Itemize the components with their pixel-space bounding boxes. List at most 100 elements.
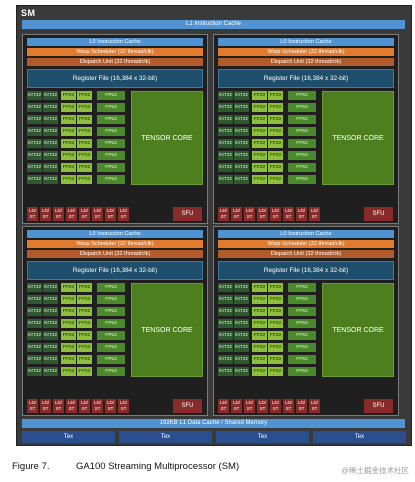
compute-row: INT32 INT32 FP32 FP32 FP64	[218, 283, 326, 292]
fp32-unit: FP32	[252, 283, 267, 292]
compute-grid: INT32 INT32 FP32 FP32 FP64 INT32 INT32 FP32 FP32…	[27, 283, 203, 395]
fp32-unit: FP32	[268, 319, 283, 328]
compute-row: INT32 INT32 FP32 FP32 FP64	[218, 367, 326, 376]
fp32-unit: FP32	[252, 319, 267, 328]
compute-row: INT32 INT32 FP32 FP32 FP64	[27, 103, 135, 112]
fp32-unit: FP32	[252, 139, 267, 148]
streaming-multiprocessor: SM L1 Instruction Cache L0 Instruction C…	[16, 5, 412, 446]
fp32-unit: FP32	[252, 307, 267, 316]
fp32-unit: FP32	[268, 175, 283, 184]
fp32-unit: FP32	[77, 307, 92, 316]
register-file: Register File (16,384 x 32-bit)	[218, 69, 394, 88]
int32-unit: INT32	[218, 295, 233, 304]
fp64-unit: FP64	[97, 91, 125, 100]
register-file: Register File (16,384 x 32-bit)	[27, 69, 203, 88]
int32-unit: INT32	[27, 343, 42, 352]
int32-unit: INT32	[218, 283, 233, 292]
tensor-core: TENSOR CORE	[131, 283, 203, 377]
load-store-unit: LD/ST	[296, 399, 307, 413]
fp64-unit: FP64	[97, 103, 125, 112]
int32-unit: INT32	[218, 103, 233, 112]
load-store-unit: LD/ST	[79, 399, 90, 413]
compute-row: INT32 INT32 FP32 FP32 FP64	[27, 283, 135, 292]
int32-unit: INT32	[43, 343, 58, 352]
int32-unit: INT32	[234, 319, 249, 328]
compute-grid: INT32 INT32 FP32 FP32 FP64 INT32 INT32 FP32 FP32…	[218, 91, 394, 203]
fp64-unit: FP64	[288, 307, 316, 316]
compute-row: INT32 INT32 FP32 FP32 FP64	[27, 355, 135, 364]
load-store-unit: LD/ST	[79, 207, 90, 221]
l0-instruction-cache: L0 Instruction Cache	[27, 230, 203, 238]
load-store-unit: LD/ST	[270, 399, 281, 413]
int32-unit: INT32	[234, 151, 249, 160]
int32-unit: INT32	[218, 319, 233, 328]
int32-unit: INT32	[218, 139, 233, 148]
fp32-unit: FP32	[61, 355, 76, 364]
fp64-unit: FP64	[288, 103, 316, 112]
warp-scheduler: Warp Scheduler (32 thread/clk)	[218, 48, 394, 56]
load-store-unit: LD/ST	[118, 207, 129, 221]
l1-instruction-cache: L1 Instruction Cache	[22, 20, 405, 29]
fp64-unit: FP64	[288, 163, 316, 172]
int32-unit: INT32	[27, 367, 42, 376]
int32-unit: INT32	[43, 127, 58, 136]
int32-unit: INT32	[218, 91, 233, 100]
load-store-unit: LD/ST	[40, 399, 51, 413]
int32-unit: INT32	[43, 331, 58, 340]
load-store-unit: LD/ST	[270, 207, 281, 221]
compute-row: INT32 INT32 FP32 FP32 FP64	[27, 319, 135, 328]
fp64-unit: FP64	[288, 115, 316, 124]
fp32-unit: FP32	[252, 295, 267, 304]
fp32-unit: FP32	[61, 283, 76, 292]
l0-instruction-cache: L0 Instruction Cache	[218, 38, 394, 46]
l0-instruction-cache: L0 Instruction Cache	[218, 230, 394, 238]
int32-unit: INT32	[234, 331, 249, 340]
fp32-unit: FP32	[77, 331, 92, 340]
fp64-unit: FP64	[288, 175, 316, 184]
fp32-unit: FP32	[268, 367, 283, 376]
compute-row: INT32 INT32 FP32 FP32 FP64	[218, 103, 326, 112]
fp32-unit: FP32	[252, 355, 267, 364]
fp32-unit: FP32	[61, 103, 76, 112]
figure-caption: Figure 7. GA100 Streaming Multiprocessor …	[12, 461, 239, 472]
fp32-unit: FP32	[61, 127, 76, 136]
processing-block-3: L0 Instruction Cache Warp Scheduler (32 t…	[22, 226, 208, 416]
fp32-unit: FP32	[252, 151, 267, 160]
figure-title: GA100 Streaming Multiprocessor (SM)	[76, 461, 240, 472]
int32-unit: INT32	[234, 163, 249, 172]
fp64-unit: FP64	[97, 127, 125, 136]
processing-block-1: L0 Instruction Cache Warp Scheduler (32 t…	[22, 34, 208, 224]
fp64-unit: FP64	[97, 115, 125, 124]
tensor-core: TENSOR CORE	[322, 283, 394, 377]
load-store-unit: LD/ST	[53, 207, 64, 221]
load-store-unit: LD/ST	[105, 207, 116, 221]
fp32-unit: FP32	[77, 127, 92, 136]
load-store-unit: LD/ST	[53, 399, 64, 413]
int32-unit: INT32	[43, 283, 58, 292]
compute-row: INT32 INT32 FP32 FP32 FP64	[218, 319, 326, 328]
int32-unit: INT32	[234, 103, 249, 112]
int32-unit: INT32	[27, 151, 42, 160]
load-store-unit: LD/ST	[218, 399, 229, 413]
int32-unit: INT32	[234, 295, 249, 304]
load-store-unit: LD/ST	[244, 399, 255, 413]
load-store-unit: LD/ST	[257, 207, 268, 221]
compute-row: INT32 INT32 FP32 FP32 FP64	[27, 307, 135, 316]
fp64-unit: FP64	[97, 283, 125, 292]
load-store-unit: LD/ST	[309, 399, 320, 413]
fp64-unit: FP64	[288, 127, 316, 136]
load-store-unit: LD/ST	[283, 207, 294, 221]
special-function-unit: SFU	[173, 399, 202, 413]
int32-unit: INT32	[43, 91, 58, 100]
fp64-unit: FP64	[288, 367, 316, 376]
fp32-unit: FP32	[61, 307, 76, 316]
load-store-unit: LD/ST	[296, 207, 307, 221]
compute-row: INT32 INT32 FP32 FP32 FP64	[218, 127, 326, 136]
fp32-unit: FP32	[268, 283, 283, 292]
fp32-unit: FP32	[268, 127, 283, 136]
fp32-unit: FP32	[61, 139, 76, 148]
fp64-unit: FP64	[97, 319, 125, 328]
fp32-unit: FP32	[77, 175, 92, 184]
compute-row: INT32 INT32 FP32 FP32 FP64	[27, 151, 135, 160]
fp64-unit: FP64	[97, 139, 125, 148]
